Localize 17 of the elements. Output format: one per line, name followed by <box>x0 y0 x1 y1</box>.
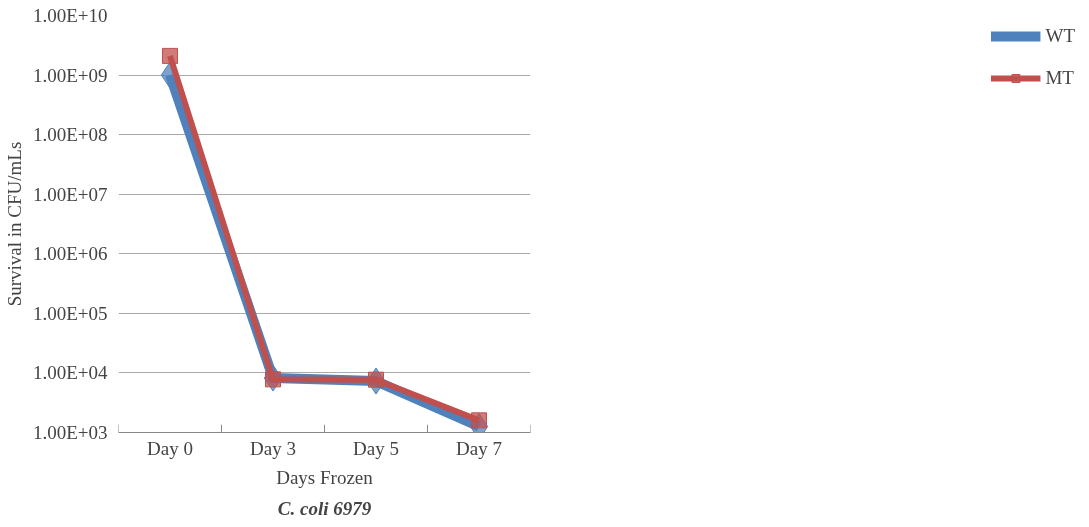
text: C. coli 6979 <box>277 497 372 519</box>
y-tick-label: 1.00E+09 <box>32 64 108 86</box>
y-tick-label: 1.00E+07 <box>32 183 108 205</box>
y-tick-label: 1.00E+06 <box>32 243 108 265</box>
x-axis-title: Days Frozen <box>276 466 374 488</box>
x-tick-label: Day 3 <box>250 437 296 459</box>
legend-label: WT <box>1045 25 1075 47</box>
x-tick-label: Day 0 <box>147 437 193 459</box>
legend-label: MT <box>1045 67 1074 89</box>
x-tick-label: Day 7 <box>456 437 502 459</box>
y-tick-label: 1.00E+05 <box>32 302 108 324</box>
y-axis-title: Survival in CFU/mLs <box>3 141 25 307</box>
x-tick-label: Day 5 <box>353 437 399 459</box>
y-tick-label: 1.00E+08 <box>32 124 108 146</box>
y-tick-label: 1.00E+03 <box>32 422 108 443</box>
y-tick-label: 1.00E+10 <box>32 5 108 26</box>
y-tick-label: 1.00E+04 <box>32 362 108 384</box>
